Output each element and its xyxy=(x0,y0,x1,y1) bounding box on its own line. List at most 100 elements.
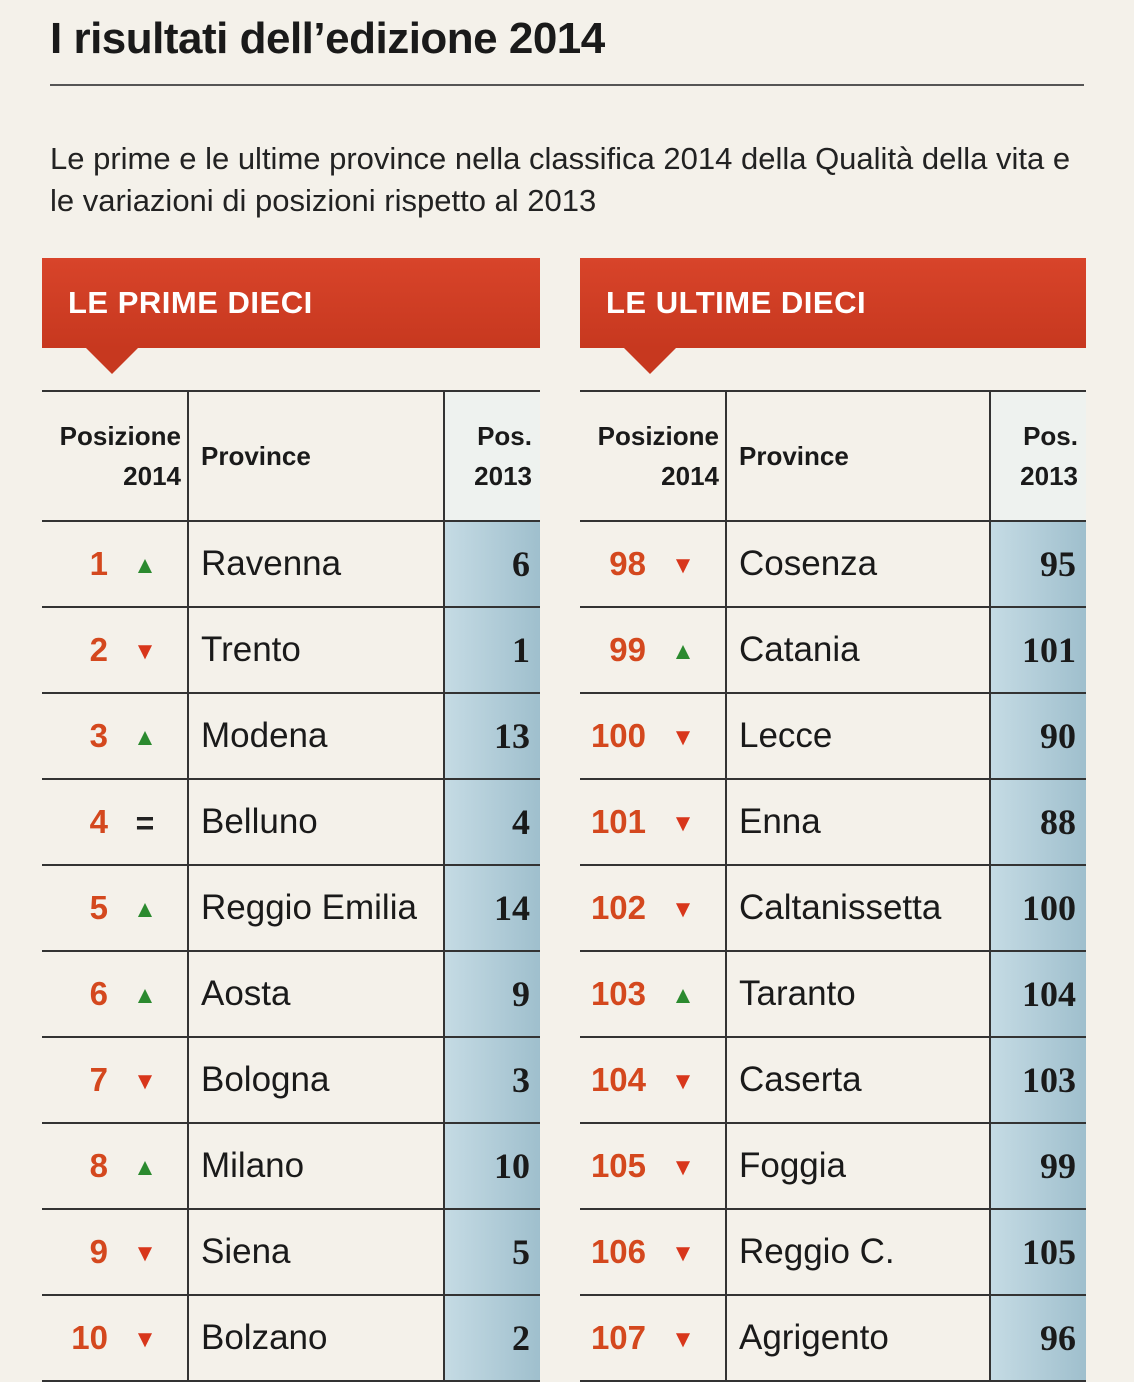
header-position-year: 2014 xyxy=(123,461,181,491)
rank-2014: 2 xyxy=(89,631,108,668)
rank-2014: 8 xyxy=(89,1147,108,1184)
header-prev-year: 2013 xyxy=(1020,461,1078,491)
arrow-up-icon: ▲ xyxy=(671,981,695,1009)
header-province: Province xyxy=(187,390,444,522)
position-2013: 6 xyxy=(443,521,540,608)
header-position-label: Posizione xyxy=(597,421,719,451)
rank-cell: 98 ▼ xyxy=(580,521,726,608)
rank-2014: 102 xyxy=(590,889,646,926)
position-2013: 3 xyxy=(443,1037,540,1124)
arrow-down-icon: ▼ xyxy=(133,1325,157,1353)
province-name: Aosta xyxy=(187,951,444,1038)
position-2013: 5 xyxy=(443,1209,540,1296)
province-name: Foggia xyxy=(725,1123,990,1210)
rank-2014: 10 xyxy=(71,1319,108,1356)
rank-cell: 103 ▲ xyxy=(580,951,726,1038)
rank-cell: 100 ▼ xyxy=(580,693,726,780)
rank-cell: 99 ▲ xyxy=(580,607,726,694)
province-name: Taranto xyxy=(725,951,990,1038)
province-name: Modena xyxy=(187,693,444,780)
rank-cell: 106 ▼ xyxy=(580,1209,726,1296)
table-row: 101 ▼ Enna 88 xyxy=(580,779,1086,866)
position-2013: 104 xyxy=(989,951,1086,1038)
header-position-2014: Posizione 2014 xyxy=(580,390,726,522)
table-row: 1 ▲ Ravenna 6 xyxy=(42,521,540,608)
table-row: 8 ▲ Milano 10 xyxy=(42,1123,540,1210)
position-2013: 96 xyxy=(989,1295,1086,1382)
rank-2014: 105 xyxy=(590,1147,646,1184)
position-2013: 88 xyxy=(989,779,1086,866)
table-row: 98 ▼ Cosenza 95 xyxy=(580,521,1086,608)
province-name: Bologna xyxy=(187,1037,444,1124)
province-name: Agrigento xyxy=(725,1295,990,1382)
header-position-2014: Posizione 2014 xyxy=(42,390,188,522)
arrow-down-icon: ▼ xyxy=(671,809,695,837)
header-prev-label: Pos. xyxy=(1023,421,1078,451)
rank-2014: 101 xyxy=(590,803,646,840)
rank-2014: 4 xyxy=(89,802,108,840)
top-ten-banner: LE PRIME DIECI xyxy=(42,258,540,374)
top-ten-table: Posizione 2014 Province Pos. 2013 1 ▲ Rave… xyxy=(42,390,540,1382)
bottom-ten-banner: LE ULTIME DIECI xyxy=(580,258,1086,374)
bottom-ten-section: LE ULTIME DIECI Posizione 2014 Province … xyxy=(580,258,1086,1382)
header-prev-year: 2013 xyxy=(474,461,532,491)
table-row: 107 ▼ Agrigento 96 xyxy=(580,1295,1086,1382)
position-2013: 105 xyxy=(989,1209,1086,1296)
rank-2014: 5 xyxy=(89,889,108,926)
bottom-ten-body: 98 ▼ Cosenza 95 99 ▲ Catania 101 100 ▼ Lecce 90 101 ▼… xyxy=(580,521,1086,1382)
arrow-up-icon: ▲ xyxy=(671,637,695,665)
arrow-up-icon: ▲ xyxy=(133,895,157,923)
rank-cell: 2 ▼ xyxy=(42,607,188,694)
rank-2014: 98 xyxy=(609,545,646,582)
position-2013: 4 xyxy=(443,779,540,866)
header-province: Province xyxy=(725,390,990,522)
table-row: 100 ▼ Lecce 90 xyxy=(580,693,1086,780)
arrow-down-icon: ▼ xyxy=(671,1153,695,1181)
rank-cell: 1 ▲ xyxy=(42,521,188,608)
rank-2014: 106 xyxy=(590,1233,646,1270)
rank-2014: 104 xyxy=(590,1061,646,1098)
province-name: Ravenna xyxy=(187,521,444,608)
rank-cell: 101 ▼ xyxy=(580,779,726,866)
arrow-down-icon: ▼ xyxy=(133,1067,157,1095)
top-ten-section: LE PRIME DIECI Posizione 2014 Province P… xyxy=(42,258,540,1382)
position-2013: 13 xyxy=(443,693,540,780)
arrow-down-icon: ▼ xyxy=(671,1067,695,1095)
rank-cell: 4 = xyxy=(42,779,188,866)
table-row: 6 ▲ Aosta 9 xyxy=(42,951,540,1038)
position-2013: 10 xyxy=(443,1123,540,1210)
page-title: I risultati dell’edizione 2014 xyxy=(50,14,605,63)
rank-cell: 102 ▼ xyxy=(580,865,726,952)
rank-cell: 9 ▼ xyxy=(42,1209,188,1296)
arrow-down-icon: ▼ xyxy=(671,1239,695,1267)
bottom-ten-table: Posizione 2014 Province Pos. 2013 98 ▼ Cos… xyxy=(580,390,1086,1382)
position-2013: 14 xyxy=(443,865,540,952)
position-2013: 101 xyxy=(989,607,1086,694)
arrow-down-icon: ▼ xyxy=(133,637,157,665)
rank-2014: 9 xyxy=(89,1233,108,1270)
rank-2014: 107 xyxy=(590,1319,646,1356)
rank-cell: 10 ▼ xyxy=(42,1295,188,1382)
province-name: Caserta xyxy=(725,1037,990,1124)
province-name: Belluno xyxy=(187,779,444,866)
table-row: 103 ▲ Taranto 104 xyxy=(580,951,1086,1038)
province-name: Enna xyxy=(725,779,990,866)
arrow-down-icon: ▼ xyxy=(671,1325,695,1353)
table-row: 4 = Belluno 4 xyxy=(42,779,540,866)
rank-2014: 7 xyxy=(89,1061,108,1098)
position-2013: 2 xyxy=(443,1295,540,1382)
province-name: Bolzano xyxy=(187,1295,444,1382)
table-row: 106 ▼ Reggio C. 105 xyxy=(580,1209,1086,1296)
table-row: 104 ▼ Caserta 103 xyxy=(580,1037,1086,1124)
arrow-down-icon: ▼ xyxy=(671,895,695,923)
header-position-2013: Pos. 2013 xyxy=(989,390,1086,522)
position-2013: 103 xyxy=(989,1037,1086,1124)
rank-cell: 104 ▼ xyxy=(580,1037,726,1124)
position-2013: 95 xyxy=(989,521,1086,608)
rank-2014: 1 xyxy=(89,545,108,582)
table-row: 3 ▲ Modena 13 xyxy=(42,693,540,780)
province-name: Catania xyxy=(725,607,990,694)
rank-cell: 105 ▼ xyxy=(580,1123,726,1210)
rank-cell: 3 ▲ xyxy=(42,693,188,780)
position-2013: 90 xyxy=(989,693,1086,780)
